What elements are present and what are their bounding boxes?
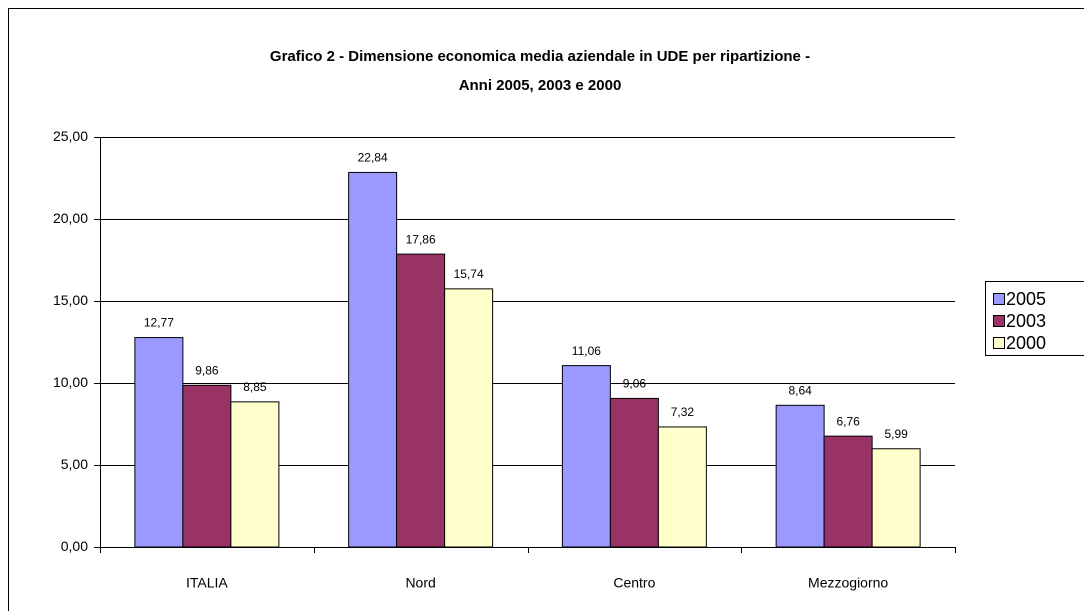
- bar: [444, 288, 494, 548]
- x-tick-label: ITALIA: [186, 575, 228, 591]
- x-tick-label: Nord: [405, 575, 435, 591]
- bar: [823, 435, 873, 548]
- y-tick-label: 0,00: [61, 538, 88, 554]
- value-label: 5,99: [884, 427, 908, 441]
- bar: [182, 384, 232, 548]
- bar: [134, 337, 184, 548]
- legend-label: 2003: [1006, 311, 1046, 331]
- value-label: 9,86: [195, 363, 219, 377]
- x-tick-label: Mezzogiorno: [808, 575, 888, 591]
- value-label: 9,06: [623, 377, 647, 391]
- value-label: 11,06: [572, 344, 601, 358]
- y-tick-label: 20,00: [53, 210, 88, 226]
- value-label: 8,64: [788, 383, 812, 397]
- y-tick-label: 25,00: [53, 128, 88, 144]
- value-label: 12,77: [144, 316, 174, 330]
- legend-swatch: [993, 337, 1005, 349]
- value-label: 6,76: [836, 414, 860, 428]
- bar: [561, 365, 611, 548]
- y-tick-label: 15,00: [53, 292, 88, 308]
- value-label: 8,85: [243, 380, 267, 394]
- value-label: 15,74: [454, 267, 484, 281]
- value-label: 22,84: [358, 151, 388, 165]
- chart-title: Anni 2005, 2003 e 2000: [459, 77, 622, 94]
- legend-swatch: [993, 315, 1005, 327]
- bar: [396, 253, 446, 548]
- bar: [348, 171, 398, 548]
- bar: [775, 404, 825, 548]
- chart-title: Grafico 2 - Dimensione economica media a…: [270, 48, 810, 65]
- y-tick-label: 10,00: [53, 374, 88, 390]
- bar: [871, 448, 921, 548]
- bar: [657, 426, 707, 548]
- legend-label: 2005: [1006, 289, 1046, 309]
- legend-label: 2000: [1006, 333, 1046, 353]
- value-label: 7,32: [671, 405, 695, 419]
- y-tick-label: 5,00: [61, 456, 88, 472]
- value-label: 17,86: [406, 232, 436, 246]
- bar: [230, 401, 280, 548]
- legend-swatch: [993, 293, 1005, 305]
- x-tick-label: Centro: [613, 575, 655, 591]
- bar: [609, 397, 659, 548]
